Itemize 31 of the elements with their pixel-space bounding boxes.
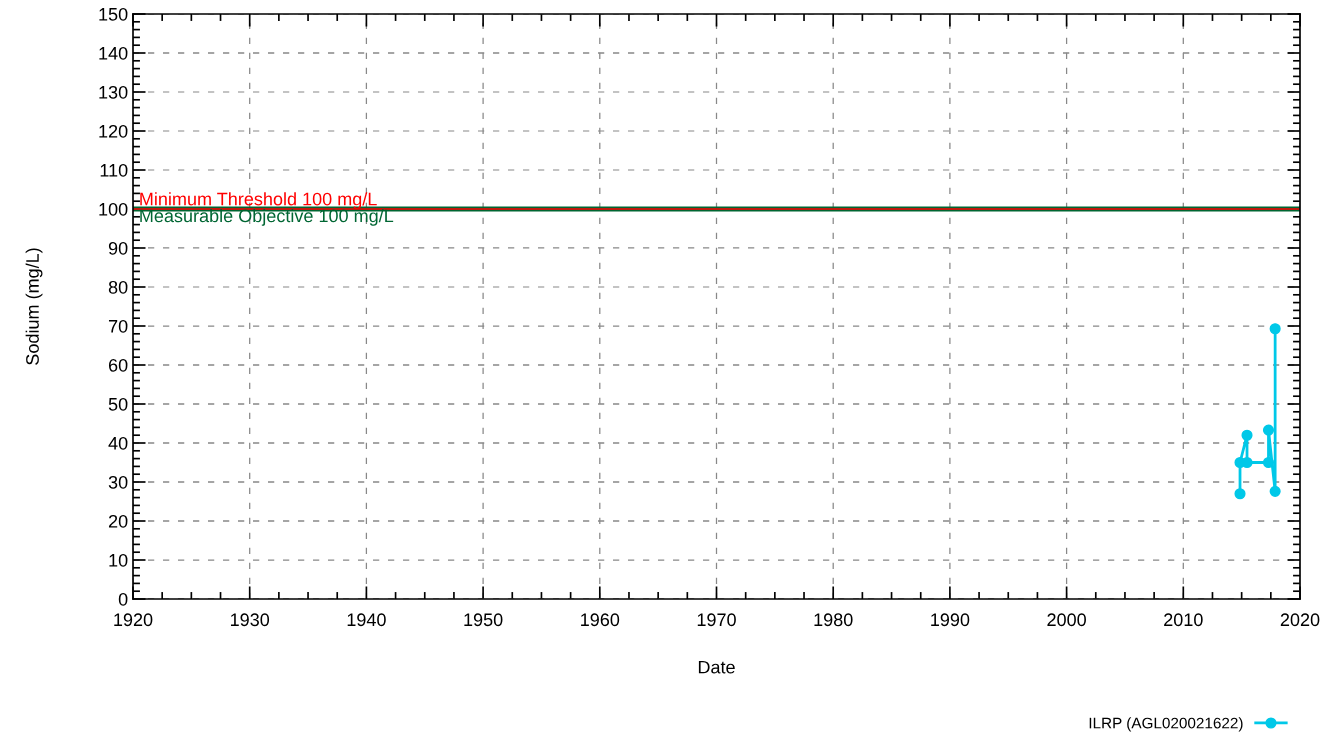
y-tick-label: 90 bbox=[108, 241, 128, 255]
x-tick-label: 1940 bbox=[347, 613, 386, 627]
x-tick-label: 2020 bbox=[1280, 613, 1320, 627]
y-tick-label: 130 bbox=[99, 85, 128, 99]
y-axis-title: Sodium (mg/L) bbox=[25, 248, 43, 365]
x-tick-label: 1920 bbox=[114, 613, 153, 627]
y-tick-label: 100 bbox=[99, 202, 128, 216]
y-tick-label: 140 bbox=[99, 46, 128, 60]
x-tick-label: 1930 bbox=[231, 613, 270, 627]
x-tick-label: 1980 bbox=[814, 613, 853, 627]
y-tick-label: 120 bbox=[99, 124, 128, 138]
y-tick-label: 80 bbox=[108, 280, 128, 294]
y-tick-label: 150 bbox=[99, 7, 128, 21]
y-tick-label: 10 bbox=[109, 553, 128, 567]
ref-line-label: Minimum Threshold 100 mg/L bbox=[140, 192, 377, 209]
x-axis-title: Date bbox=[698, 660, 735, 674]
x-tick-label: 1990 bbox=[931, 613, 970, 627]
x-tick-label: 2010 bbox=[1164, 613, 1203, 627]
y-tick-label: 110 bbox=[100, 163, 128, 177]
y-tick-label: 30 bbox=[108, 475, 128, 489]
y-tick-label: 50 bbox=[108, 397, 128, 411]
x-tick-label: 1970 bbox=[697, 613, 736, 627]
y-tick-label: 0 bbox=[118, 592, 128, 606]
x-tick-label: 1950 bbox=[464, 613, 503, 627]
y-tick-label: 20 bbox=[108, 514, 128, 528]
y-tick-label: 70 bbox=[108, 319, 128, 333]
x-tick-label: 2000 bbox=[1047, 613, 1086, 627]
legend-label: ILRP (AGL020021622) bbox=[1089, 717, 1243, 732]
x-tick-label: 1960 bbox=[581, 613, 620, 627]
y-tick-label: 40 bbox=[108, 436, 128, 450]
y-tick-label: 60 bbox=[108, 358, 128, 372]
